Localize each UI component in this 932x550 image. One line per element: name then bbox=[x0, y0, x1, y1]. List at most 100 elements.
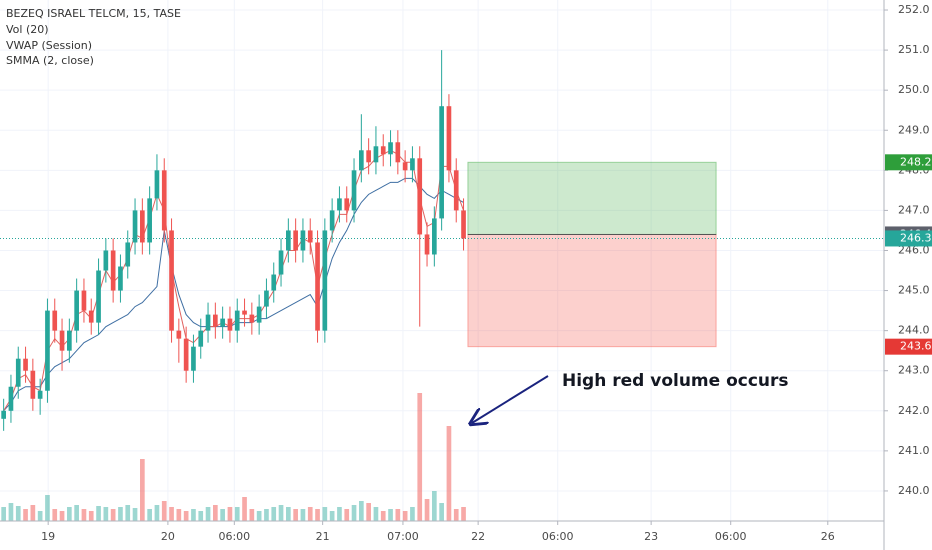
candle-body bbox=[67, 330, 72, 351]
y-tick-label: 251.0 bbox=[898, 43, 930, 56]
volume-bar bbox=[52, 509, 58, 521]
volume-bar bbox=[359, 501, 364, 521]
volume-bar bbox=[264, 509, 269, 521]
candle-body bbox=[264, 290, 269, 307]
volume-bar bbox=[461, 507, 466, 521]
candle-body bbox=[395, 142, 401, 163]
x-tick-label: 19 bbox=[41, 530, 55, 543]
grid bbox=[0, 0, 884, 521]
price-badge bbox=[885, 154, 932, 171]
candle-body bbox=[366, 150, 371, 163]
x-tick-label: 20 bbox=[161, 530, 175, 543]
volume-bar bbox=[380, 511, 386, 521]
volume-bar bbox=[88, 511, 94, 521]
candle-body bbox=[380, 146, 386, 155]
candle-body bbox=[461, 210, 466, 239]
candle-body bbox=[227, 318, 233, 331]
volume-bar bbox=[337, 507, 342, 521]
volume-bar bbox=[417, 393, 423, 521]
price-badge bbox=[885, 230, 932, 247]
volume-bar bbox=[103, 507, 109, 521]
chart-title: BEZEQ ISRAEL TELCM, 15, TASE bbox=[6, 7, 181, 20]
y-tick-label: 249.0 bbox=[898, 123, 930, 136]
volume-bar bbox=[161, 501, 167, 521]
candle-body bbox=[359, 150, 364, 171]
candle-body bbox=[256, 306, 262, 323]
candle-body bbox=[234, 310, 240, 331]
candle-body bbox=[402, 162, 408, 171]
price-badge-label: 248.2 bbox=[900, 155, 932, 168]
candle-body bbox=[213, 314, 218, 327]
volume-bar bbox=[271, 507, 277, 521]
candle-body bbox=[431, 218, 437, 255]
x-tick-label: 26 bbox=[821, 530, 835, 543]
volume-bar bbox=[329, 511, 335, 521]
candle-body bbox=[81, 290, 87, 311]
candle-body bbox=[439, 106, 444, 219]
volume-bar bbox=[110, 509, 116, 521]
volume-bar bbox=[366, 503, 371, 521]
volume-bar bbox=[74, 505, 79, 521]
volume-bar bbox=[424, 499, 430, 521]
x-tick-label: 23 bbox=[644, 530, 658, 543]
indicator-line bbox=[3, 177, 464, 412]
volume-bar bbox=[373, 507, 379, 521]
candle-body bbox=[286, 230, 291, 251]
candle-body bbox=[388, 142, 393, 155]
candle-body bbox=[278, 250, 284, 275]
candle-body bbox=[191, 346, 196, 371]
x-tick-label: 22 bbox=[471, 530, 485, 543]
candles bbox=[1, 50, 466, 431]
volume-bar bbox=[96, 506, 101, 521]
candle-body bbox=[23, 358, 28, 371]
candle-body bbox=[110, 250, 116, 291]
volume-bar bbox=[125, 505, 131, 521]
candle-body bbox=[59, 330, 65, 351]
x-tick-label: 06:00 bbox=[715, 530, 747, 543]
volume-bar bbox=[344, 509, 350, 521]
volume-bar bbox=[227, 507, 233, 521]
x-tick-label: 21 bbox=[316, 530, 330, 543]
price-badge-label: 246.3 bbox=[900, 231, 932, 244]
candle-body bbox=[293, 230, 298, 251]
volume-bar bbox=[45, 495, 50, 521]
volume-bar bbox=[249, 509, 255, 521]
candle-body bbox=[30, 370, 36, 399]
candle-body bbox=[140, 210, 145, 243]
candle-body bbox=[161, 170, 167, 231]
candle-body bbox=[147, 198, 152, 243]
volume-bar bbox=[1, 507, 6, 521]
candle-body bbox=[1, 410, 6, 419]
volume-bar bbox=[286, 507, 291, 521]
y-tick-label: 242.0 bbox=[898, 404, 930, 417]
legend-item: Vol (20) bbox=[6, 23, 49, 36]
candle-body bbox=[424, 234, 430, 255]
candle-body bbox=[154, 170, 160, 199]
price-badge-label: 243.6 bbox=[900, 340, 932, 353]
y-tick-label: 240.0 bbox=[898, 484, 930, 497]
volume-bar bbox=[169, 507, 174, 521]
volume-bar bbox=[205, 507, 211, 521]
candle-body bbox=[205, 314, 211, 331]
candle-body bbox=[417, 158, 423, 235]
volume-bar bbox=[439, 503, 444, 521]
price-badge bbox=[885, 338, 932, 355]
volume-bar bbox=[351, 505, 357, 521]
x-tick-label: 06:00 bbox=[542, 530, 574, 543]
volume-bar bbox=[300, 509, 306, 521]
candle-body bbox=[329, 210, 335, 231]
y-tick-label: 245.0 bbox=[898, 284, 930, 297]
candle-body bbox=[37, 390, 43, 399]
candle-body bbox=[103, 250, 109, 271]
volume-bar bbox=[30, 505, 36, 521]
position-tool bbox=[0, 161, 884, 348]
volume-bar bbox=[67, 507, 72, 521]
legend-item: VWAP (Session) bbox=[6, 39, 92, 52]
candle-body bbox=[183, 338, 189, 371]
volume-bar bbox=[198, 511, 204, 521]
volume-bar bbox=[293, 509, 298, 521]
volume-bar bbox=[147, 509, 152, 521]
x-tick-label: 07:00 bbox=[387, 530, 419, 543]
volume-bar bbox=[15, 506, 21, 521]
